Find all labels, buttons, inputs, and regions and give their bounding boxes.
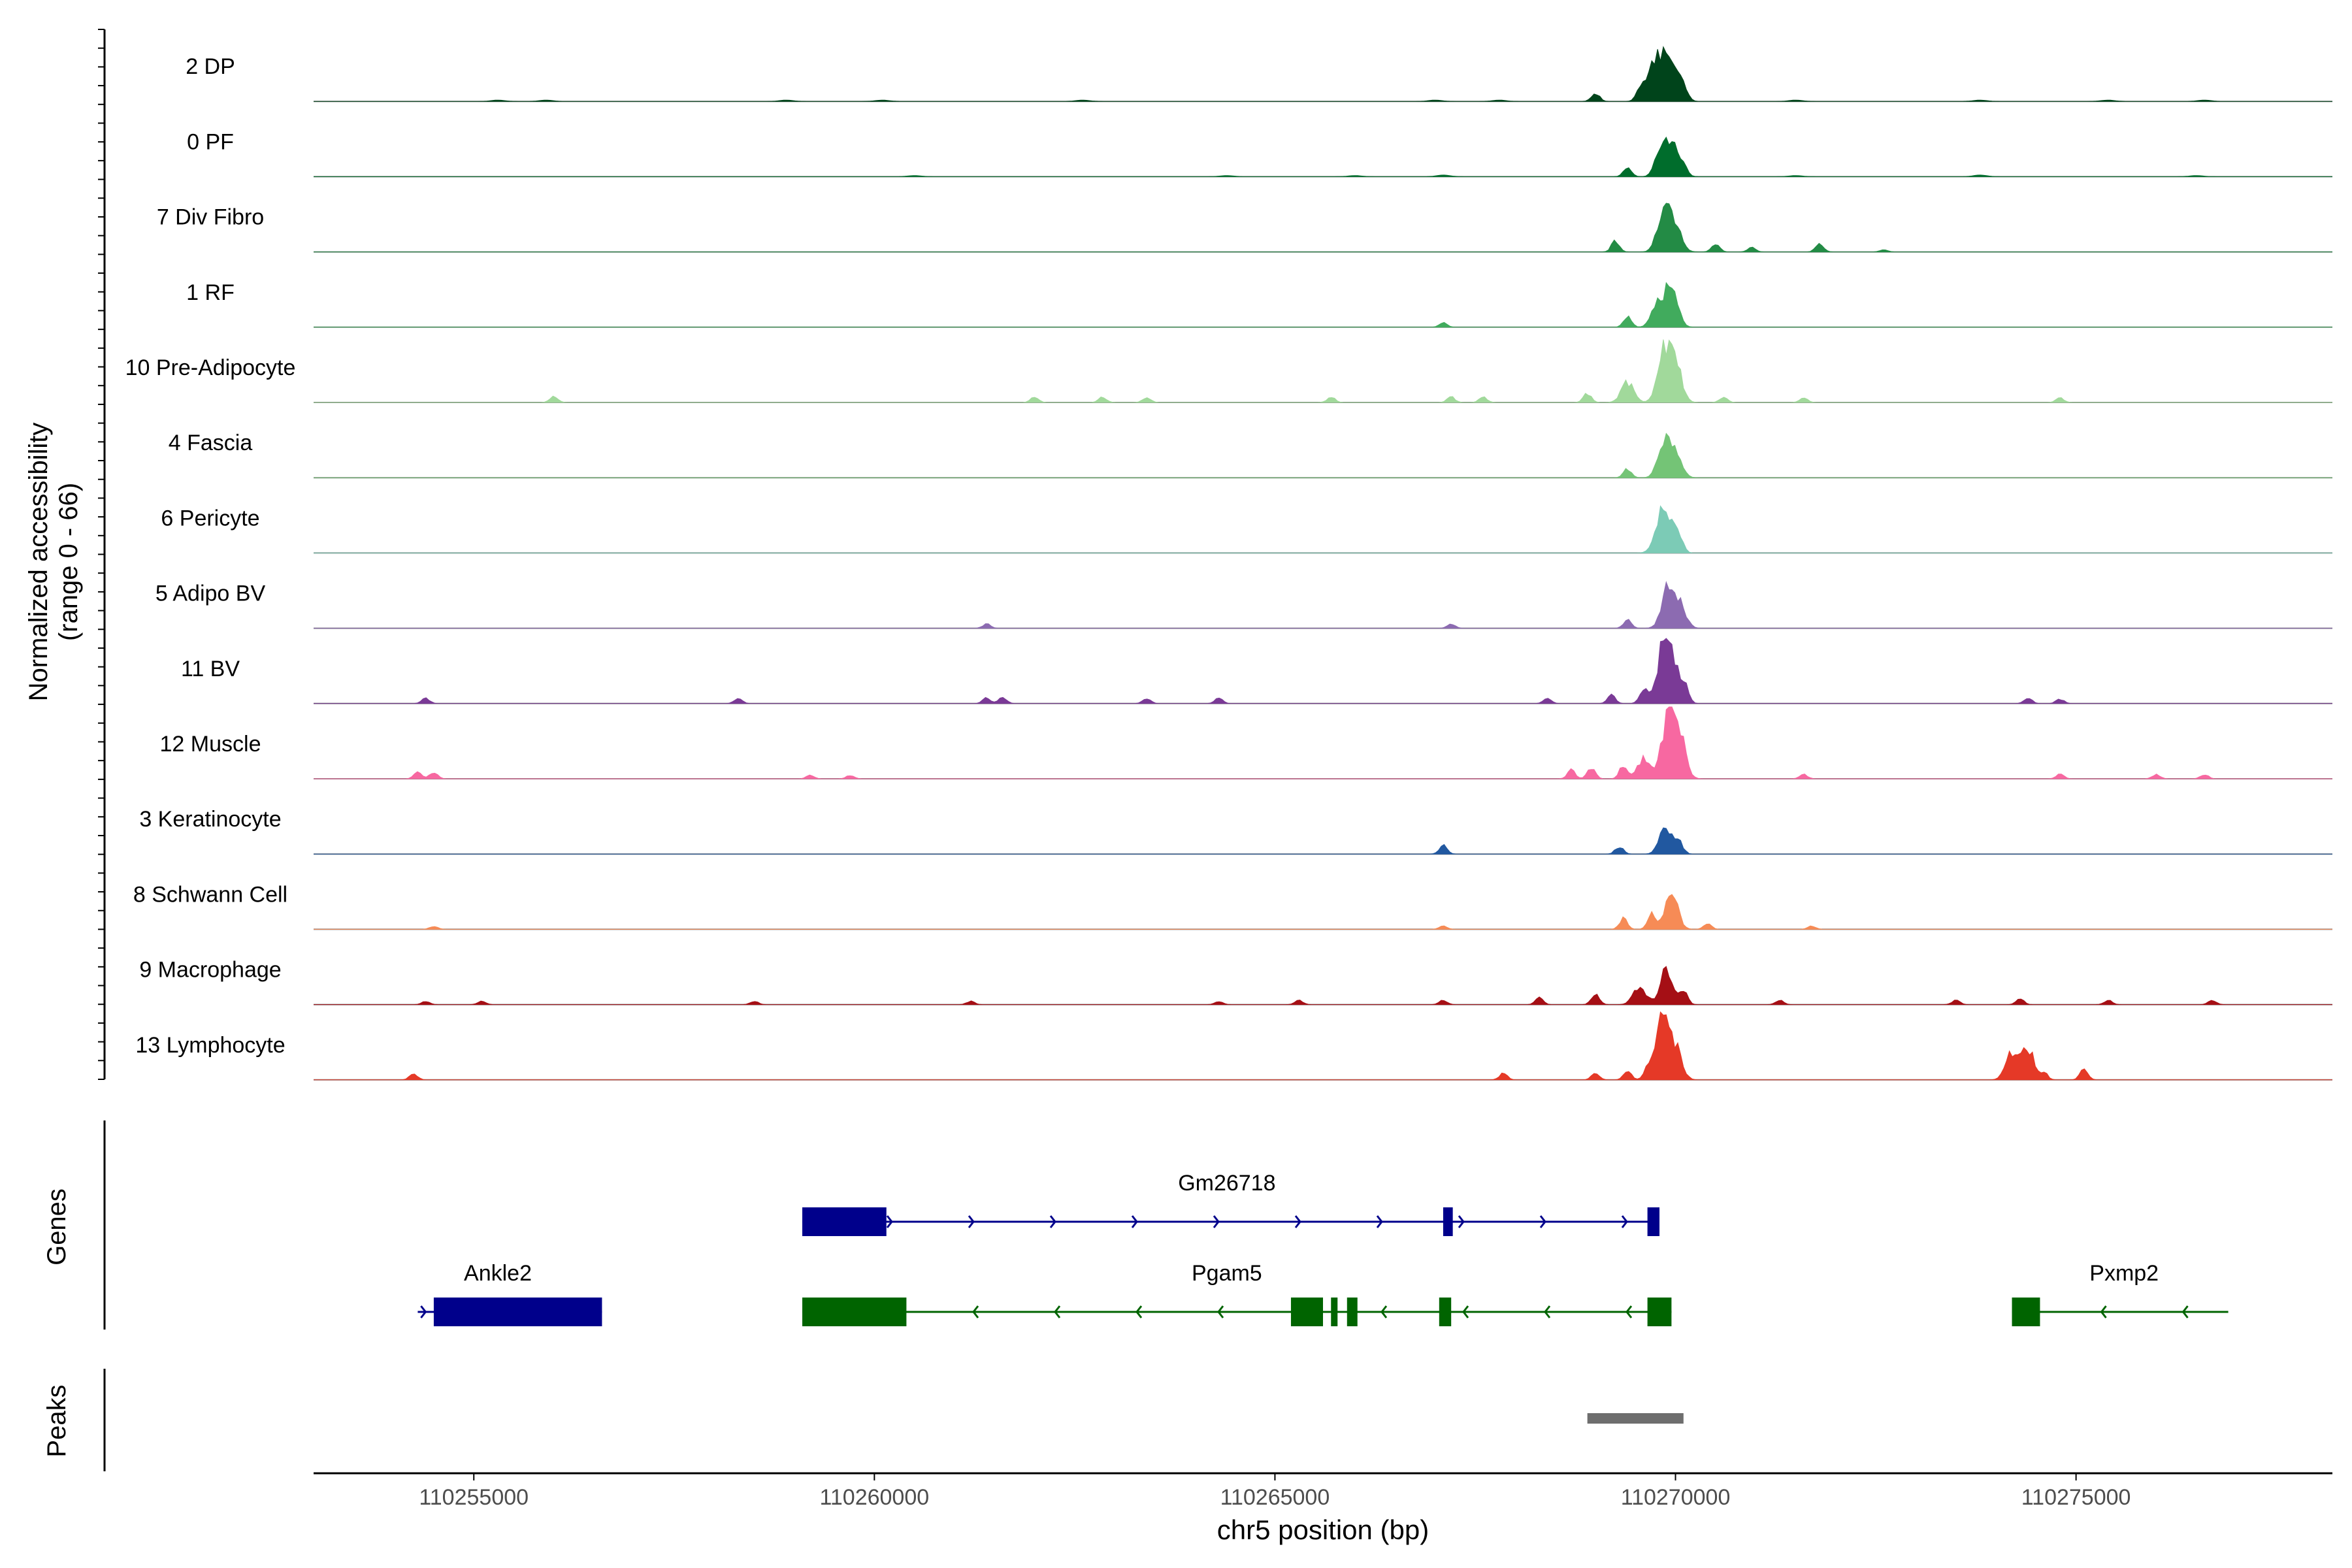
track-label: 7 Div Fibro	[157, 205, 264, 230]
gene-label: Pxmp2	[2089, 1261, 2159, 1286]
gene-label: Pgam5	[1192, 1261, 1262, 1286]
track-0-pf: 0 PF	[187, 129, 2332, 178]
track-7-div-fibro: 7 Div Fibro	[157, 203, 2332, 253]
coverage-area	[314, 433, 2332, 478]
gene-exon	[1290, 1298, 1323, 1326]
coverage-area	[314, 966, 2332, 1005]
gene-exon	[1647, 1207, 1659, 1236]
coverage-area	[314, 638, 2332, 704]
y-axis-range: (range 0 - 66)	[54, 483, 83, 641]
track-label: 9 Macrophage	[139, 958, 281, 983]
peak-region	[1587, 1413, 1684, 1424]
coverage-area	[314, 1011, 2332, 1081]
gene-label: Ankle2	[464, 1261, 532, 1286]
coverage-area	[314, 894, 2332, 930]
track-label: 0 PF	[187, 129, 234, 154]
track-label: 11 BV	[181, 657, 240, 681]
track-label: 12 Muscle	[160, 732, 261, 757]
gene-exon	[1443, 1207, 1453, 1236]
track-8-schwann-cell: 8 Schwann Cell	[133, 882, 2332, 930]
coverage-area	[314, 706, 2332, 779]
track-9-macrophage: 9 Macrophage	[139, 958, 2332, 1005]
track-label: 6 Pericyte	[161, 506, 259, 531]
strand-arrow	[972, 1305, 979, 1318]
strand-arrow	[1054, 1305, 1061, 1318]
track-label: 8 Schwann Cell	[133, 882, 287, 907]
genes-panel-label: Genes	[42, 1188, 71, 1266]
strand-arrow	[886, 1215, 893, 1228]
strand-arrow	[1135, 1305, 1143, 1318]
strand-arrow	[1625, 1305, 1633, 1318]
strand-arrow	[420, 1305, 427, 1318]
strand-arrow	[1380, 1305, 1388, 1318]
track-1-rf: 1 RF	[186, 280, 2332, 328]
gene-exon	[802, 1298, 907, 1326]
x-tick-label: 110275000	[2021, 1485, 2131, 1510]
strand-arrow	[1544, 1305, 1551, 1318]
track-label: 1 RF	[186, 280, 235, 305]
x-tick-label: 110270000	[1621, 1485, 1731, 1510]
gene-label: Gm26718	[1178, 1171, 1275, 1196]
gene-exon	[1647, 1298, 1672, 1326]
track-label: 4 Fascia	[169, 431, 253, 455]
coverage-area	[314, 827, 2332, 855]
x-axis-title: chr5 position (bp)	[1217, 1514, 1429, 1545]
strand-arrow	[968, 1215, 975, 1228]
strand-arrow	[1621, 1215, 1628, 1228]
track-12-muscle: 12 Muscle	[160, 706, 2332, 779]
x-tick-label: 110260000	[819, 1485, 929, 1510]
gene-exon	[802, 1207, 887, 1236]
track-2-dp: 2 DP	[186, 46, 2332, 103]
track-10-pre-adipocyte: 10 Pre-Adipocyte	[125, 339, 2332, 403]
coverage-area	[314, 282, 2332, 328]
coverage-area	[314, 581, 2332, 629]
strand-arrow	[1376, 1215, 1383, 1228]
strand-arrow	[1539, 1215, 1546, 1228]
track-label: 13 Lymphocyte	[135, 1033, 285, 1058]
track-5-adipo-bv: 5 Adipo BV	[155, 581, 2332, 629]
peak-regions	[1587, 1413, 1684, 1424]
gene-models: Gm26718 Ankle2 Pgam5 Pxmp2	[417, 1171, 2229, 1326]
gene-ankle2: Ankle2	[417, 1261, 602, 1326]
track-label: 5 Adipo BV	[155, 581, 266, 606]
gene-exon	[1439, 1298, 1452, 1326]
y-axis	[98, 29, 106, 1080]
strand-arrow	[1458, 1215, 1465, 1228]
gene-pgam5: Pgam5	[802, 1261, 1672, 1326]
track-3-keratinocyte: 3 Keratinocyte	[139, 807, 2332, 855]
coverage-area	[314, 339, 2332, 403]
strand-arrow	[1213, 1215, 1220, 1228]
coverage-area	[314, 505, 2332, 553]
track-13-lymphocyte: 13 Lymphocyte	[135, 1011, 2332, 1081]
strand-arrow	[1049, 1215, 1056, 1228]
strand-arrow	[1294, 1215, 1301, 1228]
gene-exon	[433, 1298, 602, 1326]
gene-exon	[2012, 1298, 2040, 1326]
x-tick-label: 110265000	[1220, 1485, 1330, 1510]
coverage-area	[314, 203, 2332, 253]
x-tick-label: 110255000	[419, 1485, 529, 1510]
coverage-area	[314, 137, 2332, 177]
track-label: 3 Keratinocyte	[139, 807, 281, 832]
coverage-tracks: 2 DP 0 PF 7 Div Fibro 1 RF 10 Pre-Adipocyte 4…	[125, 46, 2332, 1081]
track-label: 2 DP	[186, 54, 235, 79]
strand-arrow	[1217, 1305, 1224, 1318]
strand-arrow	[2181, 1305, 2189, 1318]
coverage-area	[314, 46, 2332, 102]
track-4-fascia: 4 Fascia	[169, 431, 2332, 479]
track-label: 10 Pre-Adipocyte	[125, 355, 296, 380]
gene-pxmp2: Pxmp2	[2012, 1261, 2229, 1326]
track-6-pericyte: 6 Pericyte	[161, 505, 2332, 554]
strand-arrow	[1131, 1215, 1138, 1228]
strand-arrow	[2100, 1305, 2107, 1318]
gene-gm26718: Gm26718	[802, 1171, 1659, 1236]
track-11-bv: 11 BV	[181, 638, 2332, 704]
gene-exon	[1347, 1298, 1358, 1326]
peaks-panel-label: Peaks	[42, 1384, 71, 1457]
strand-arrow	[1462, 1305, 1469, 1318]
x-axis: 110255000 110260000 110265000 110270000 1102…	[314, 1472, 2332, 1510]
y-axis-title: Normalized accessibility	[24, 423, 53, 702]
gene-exon	[1331, 1298, 1338, 1326]
